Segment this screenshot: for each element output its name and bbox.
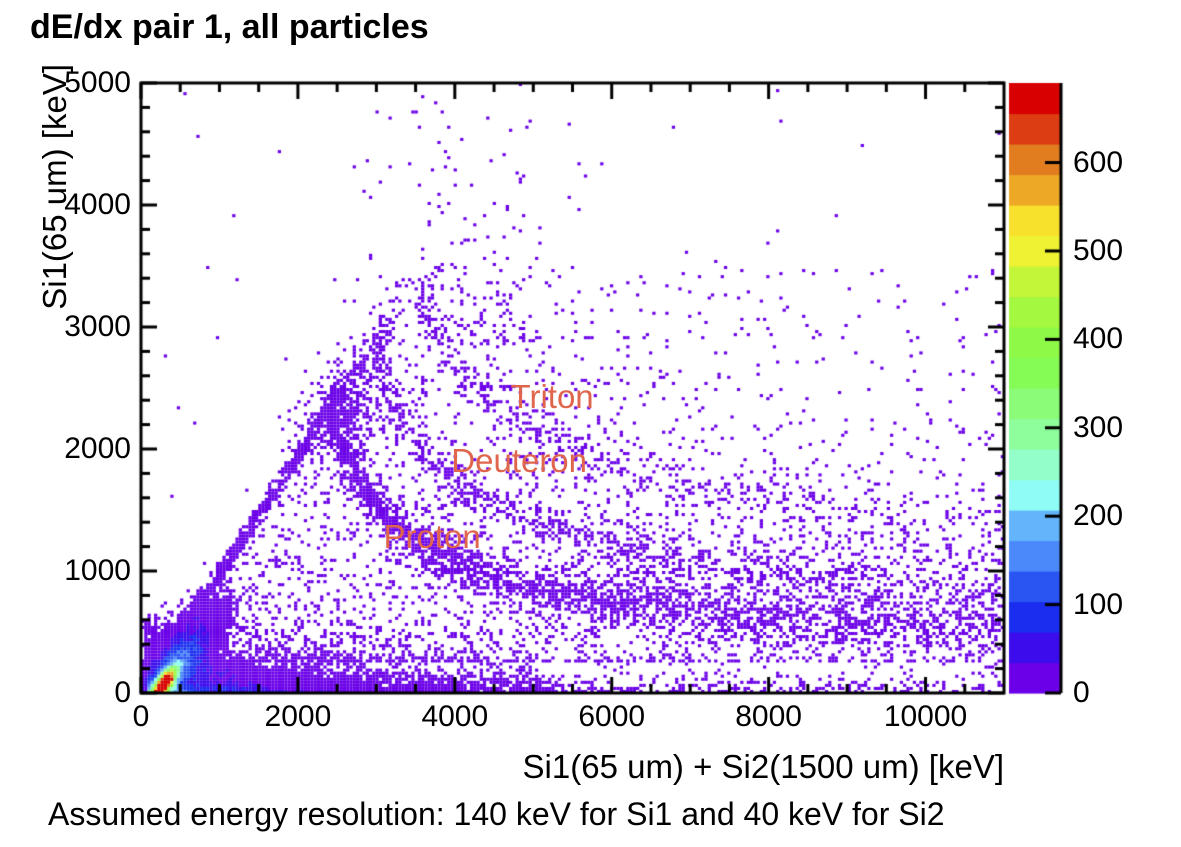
annotation-deuteron: Deuteron (451, 442, 588, 480)
x-tick-label: 6000 (578, 700, 646, 733)
footnote: Assumed energy resolution: 140 keV for S… (48, 796, 945, 832)
y-tick-label: 0 (114, 676, 131, 709)
y-tick-label: 1000 (64, 554, 131, 587)
y-tick-label: 4000 (64, 188, 131, 221)
x-tick-label: 10000 (883, 700, 968, 733)
colorbar-tick-label: 0 (1073, 676, 1090, 709)
y-tick-label: 2000 (64, 432, 131, 465)
chart-title: dE/dx pair 1, all particles (30, 8, 429, 46)
annotation-proton: Proton (383, 517, 481, 555)
colorbar-tick-label: 300 (1073, 410, 1124, 444)
x-tick-label: 4000 (421, 700, 489, 733)
x-tick-label: 8000 (735, 700, 802, 733)
y-tick-label: 5000 (64, 66, 131, 99)
x-axis-label: Si1(65 um) + Si2(1500 um) [keV] (522, 748, 1004, 785)
y-tick-label: 3000 (64, 310, 131, 343)
x-tick-label: 2000 (264, 700, 332, 733)
annotation-triton: Triton (510, 377, 594, 415)
x-tick-label: 0 (132, 700, 150, 733)
colorbar-tick-label: 100 (1073, 587, 1124, 621)
colorbar-tick-label: 600 (1073, 145, 1124, 179)
colorbar-tick-label: 500 (1073, 233, 1124, 267)
colorbar-tick-label: 200 (1073, 499, 1124, 533)
colorbar-tick-label: 400 (1073, 322, 1124, 356)
y-axis-label: Si1(65 um) [keV] (36, 64, 73, 310)
